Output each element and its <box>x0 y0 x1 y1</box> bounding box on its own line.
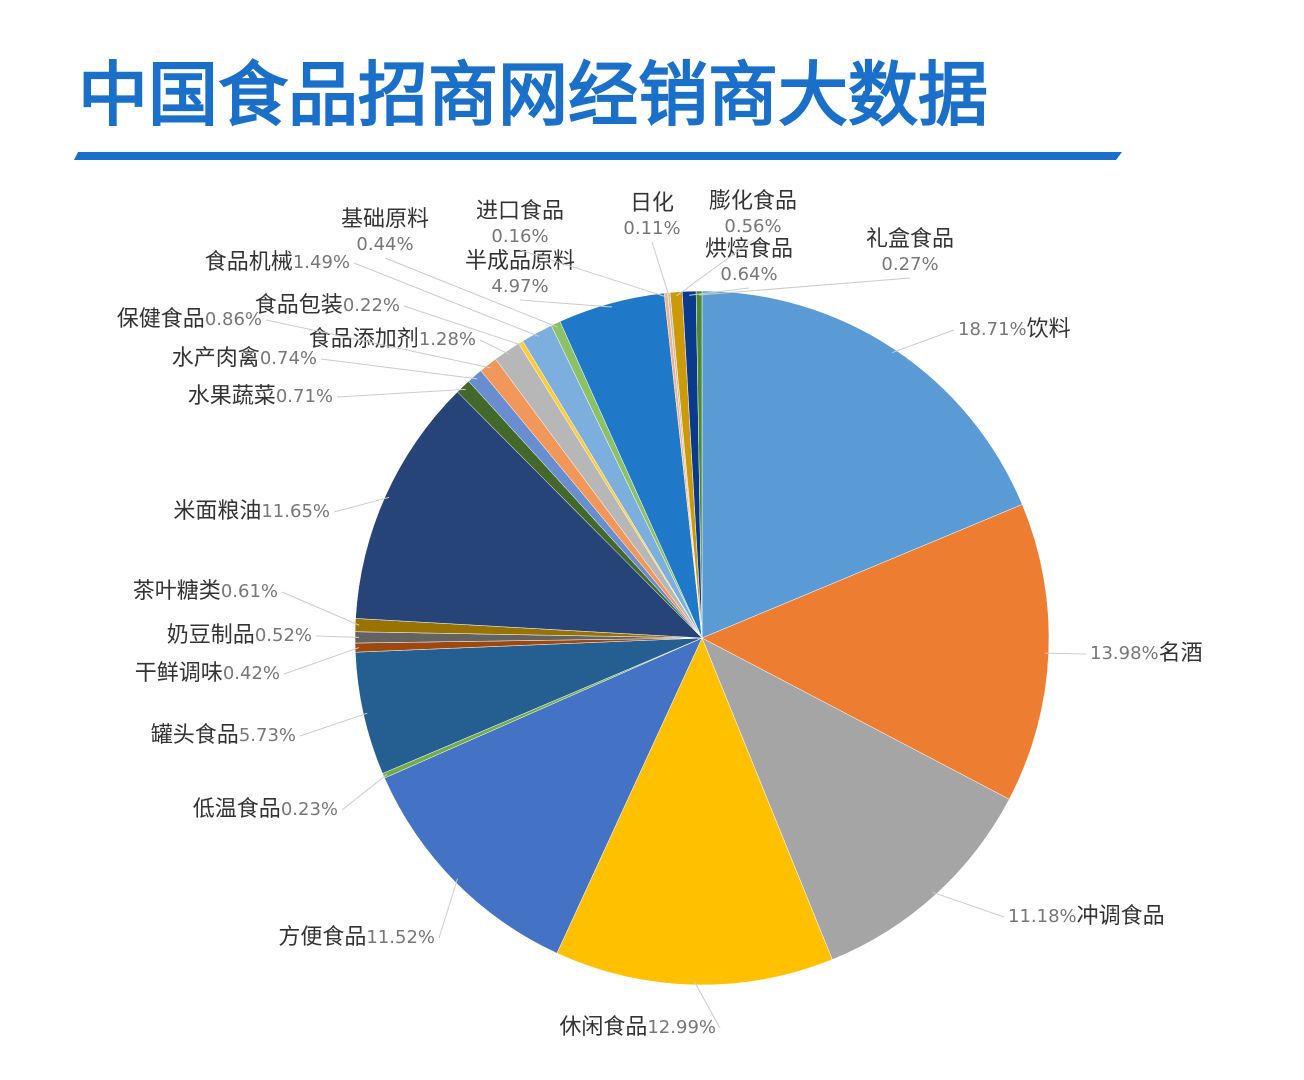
leader-line <box>438 878 459 939</box>
slice-name: 半成品原料 <box>465 249 575 274</box>
slice-name: 低温食品 <box>193 797 281 822</box>
slice-name: 膨化食品 <box>709 189 797 214</box>
slice-value: 0.61% <box>221 581 278 602</box>
leader-line <box>341 773 388 811</box>
slice-name: 日化 <box>630 191 674 216</box>
leader-line <box>519 299 613 308</box>
slice-value: 0.23% <box>281 799 338 820</box>
slice-label: 茶叶糖类0.61% <box>133 579 278 604</box>
slice-value: 12.99% <box>647 1017 716 1038</box>
title-underline <box>74 152 1122 160</box>
pie-slice <box>384 637 703 954</box>
pie-slice <box>701 637 1010 960</box>
leader-line <box>693 980 721 1029</box>
leader-line <box>676 239 754 297</box>
slice-label: 罐头食品5.73% <box>151 723 296 748</box>
leader-line <box>299 712 368 737</box>
slice-value: 0.56% <box>724 216 781 237</box>
slice-value: 5.73% <box>239 725 296 746</box>
slice-name: 名酒 <box>1159 641 1203 666</box>
slice-name: 保健食品 <box>117 307 205 332</box>
slice-label: 方便食品11.52% <box>278 925 435 950</box>
slice-label: 水果蔬菜0.71% <box>188 384 333 409</box>
slice-value: 0.74% <box>260 348 317 369</box>
slice-name: 水果蔬菜 <box>188 384 276 409</box>
slice-name: 奶豆制品 <box>167 623 255 648</box>
slice-name: 食品机械 <box>205 250 293 275</box>
slice-label: 13.98%名酒 <box>1090 641 1203 666</box>
slice-value: 4.97% <box>491 276 548 297</box>
leader-line <box>283 647 360 675</box>
leader-line <box>1044 652 1087 655</box>
slice-name: 休闲食品 <box>559 1015 647 1040</box>
slice-value: 0.42% <box>223 663 280 684</box>
slice-label: 低温食品0.23% <box>193 797 338 822</box>
slice-name: 进口食品 <box>476 199 564 224</box>
leader-line <box>689 287 750 296</box>
slice-label: 米面粮油11.65% <box>173 499 330 524</box>
slice-value: 1.28% <box>419 329 476 350</box>
slice-label: 11.18%冲调食品 <box>1008 904 1165 929</box>
slice-value: 0.71% <box>276 386 333 407</box>
slice-value: 0.64% <box>720 264 777 285</box>
slice-label: 奶豆制品0.52% <box>167 623 312 648</box>
slice-value: 13.98% <box>1090 643 1159 664</box>
slice-value: 0.16% <box>491 226 548 247</box>
slice-value: 0.44% <box>356 234 413 255</box>
pie-slice <box>355 391 703 639</box>
slice-label: 休闲食品12.99% <box>559 1015 716 1040</box>
slice-name: 茶叶糖类 <box>133 579 221 604</box>
leader-line <box>320 358 478 380</box>
leader-line <box>315 635 360 638</box>
slice-value: 18.71% <box>958 319 1027 340</box>
slice-value: 1.49% <box>293 252 350 273</box>
slice-name: 罐头食品 <box>151 723 239 748</box>
slice-name: 干鲜调味 <box>135 661 223 686</box>
leader-line <box>336 388 466 398</box>
slice-name: 烘焙食品 <box>705 237 793 262</box>
leader-line <box>333 496 390 513</box>
slice-value: 0.22% <box>343 295 400 316</box>
slice-value: 11.18% <box>1008 906 1077 927</box>
pie-slice <box>695 290 703 639</box>
leader-line <box>403 305 523 347</box>
slice-value: 0.27% <box>881 254 938 275</box>
slice-label: 18.71%饮料 <box>958 317 1071 342</box>
leader-line <box>932 891 1005 918</box>
slice-label: 食品添加剂1.28% <box>309 327 476 352</box>
slice-name: 食品添加剂 <box>309 327 419 352</box>
slice-label: 水产肉禽0.74% <box>172 346 317 371</box>
slice-name: 饮料 <box>1027 317 1071 342</box>
slice-name: 冲调食品 <box>1077 904 1165 929</box>
leader-line <box>384 257 558 328</box>
slice-label: 保健食品0.86% <box>117 307 262 332</box>
slice-name: 基础原料 <box>341 207 429 232</box>
slice-value: 0.86% <box>205 309 262 330</box>
leader-line <box>519 249 667 298</box>
chart-title: 中国食品招商网经销商大数据 <box>78 54 988 136</box>
slice-value: 0.11% <box>623 218 680 239</box>
slice-name: 礼盒食品 <box>866 227 954 252</box>
slice-name: 米面粮油 <box>173 499 261 524</box>
slice-label: 干鲜调味0.42% <box>135 661 280 686</box>
slice-value: 11.52% <box>366 927 435 948</box>
slice-value: 11.65% <box>261 501 330 522</box>
pie-slice <box>701 290 1023 639</box>
slice-label: 食品包装0.22% <box>255 293 400 318</box>
slice-name: 方便食品 <box>278 925 366 950</box>
leader-line <box>353 262 539 337</box>
pie-slice <box>556 637 833 986</box>
leader-line <box>265 319 491 369</box>
slice-name: 水产肉禽 <box>172 346 260 371</box>
leader-line <box>699 277 911 296</box>
leader-line <box>281 591 360 626</box>
leader-line <box>651 241 670 297</box>
slice-label: 食品机械1.49% <box>205 250 350 275</box>
leader-line <box>892 329 955 354</box>
leader-line <box>479 339 510 355</box>
slice-value: 0.52% <box>255 625 312 646</box>
slice-name: 食品包装 <box>255 293 343 318</box>
